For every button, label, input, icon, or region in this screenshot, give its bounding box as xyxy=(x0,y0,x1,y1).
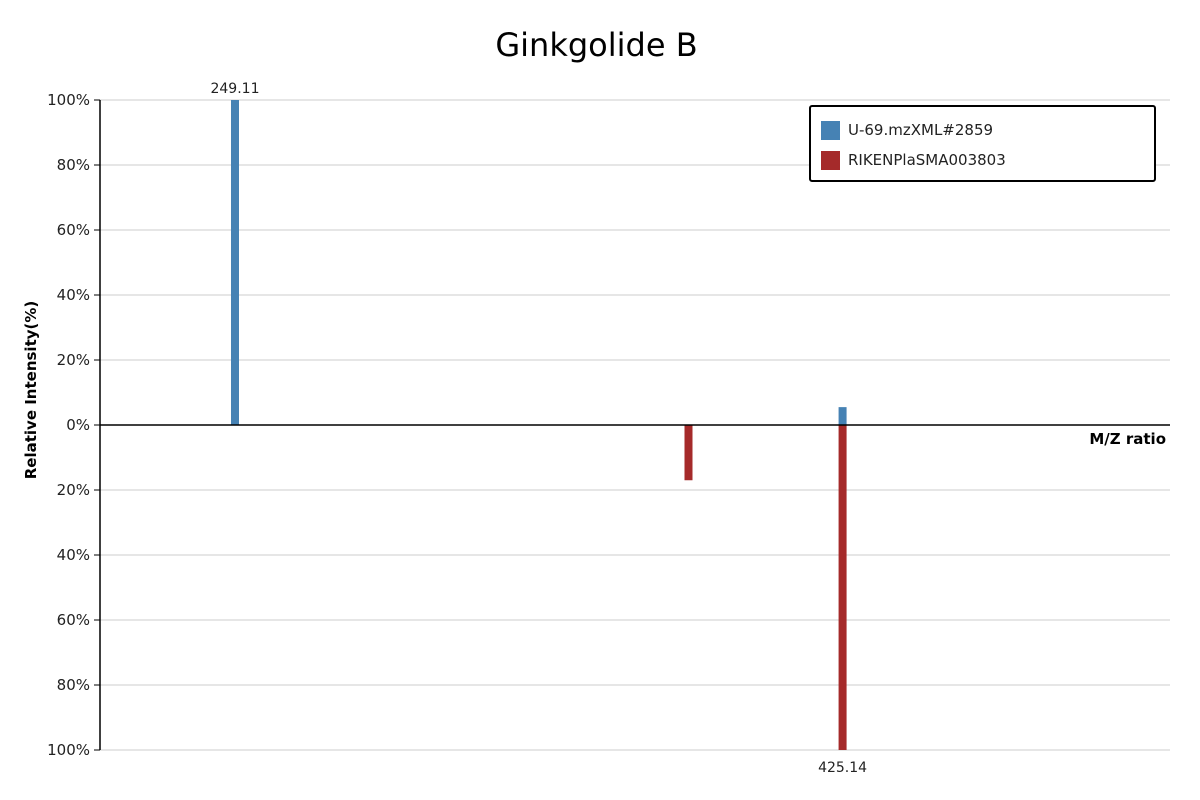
y-tick-label: 60% xyxy=(57,611,90,629)
y-tick-label: 0% xyxy=(66,416,90,434)
legend-label-reference: RIKENPlaSMA003803 xyxy=(848,151,1006,169)
y-tick-label: 60% xyxy=(57,221,90,239)
peak-bars xyxy=(230,100,847,750)
grid-lines xyxy=(100,99,1170,751)
legend-item-reference[interactable]: RIKENPlaSMA003803 xyxy=(821,150,1006,170)
reference-peak-bar[interactable] xyxy=(684,425,693,481)
y-tick-label: 40% xyxy=(57,286,90,304)
y-tick-label: 80% xyxy=(57,156,90,174)
legend-label-query: U-69.mzXML#2859 xyxy=(848,121,994,139)
y-tick-label: 20% xyxy=(57,481,90,499)
query-peak-bar[interactable] xyxy=(838,407,847,425)
reference-peak-bar[interactable] xyxy=(838,425,847,750)
x-axis-title: M/Z ratio xyxy=(1089,430,1166,448)
y-tick-label: 20% xyxy=(57,351,90,369)
legend-swatch-reference xyxy=(821,150,840,170)
y-tick-label: 80% xyxy=(57,676,90,694)
legend-swatch-query xyxy=(821,120,840,140)
y-tick-label: 40% xyxy=(57,546,90,564)
legend: U-69.mzXML#2859 RIKENPlaSMA003803 xyxy=(809,105,1156,182)
peak-mz-label: 425.14 xyxy=(818,760,867,776)
y-axis-title: Relative Intensity(%) xyxy=(22,301,40,480)
y-tick-labels: 0% 20% 40% 60% 80% 100% 20% 40% 60% 80% 100% xyxy=(47,91,100,759)
legend-item-query[interactable]: U-69.mzXML#2859 xyxy=(821,120,993,140)
chart-title: Ginkgolide B xyxy=(495,26,698,64)
y-tick-label: 100% xyxy=(47,741,90,759)
peak-labels: 249.11 425.14 xyxy=(210,81,867,776)
query-peak-bar[interactable] xyxy=(230,100,239,425)
y-tick-label: 100% xyxy=(47,91,90,109)
peak-mz-label: 249.11 xyxy=(210,81,259,97)
